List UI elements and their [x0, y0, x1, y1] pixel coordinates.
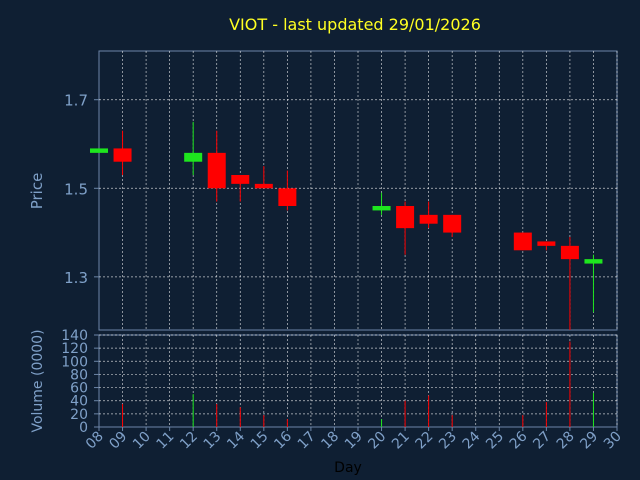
volume-tick-label: 80 — [70, 367, 88, 383]
price-axis-label: Price — [28, 173, 46, 210]
price-tick-label: 1.5 — [64, 180, 88, 198]
candle-body — [231, 175, 250, 184]
x-tick-labels: 08 09 10 11 12 13 14 15 16 17 18 19 20 21 22 23 24 25 26 27… — [83, 427, 625, 452]
candle-body — [113, 148, 132, 162]
candle-body — [184, 152, 203, 162]
candle-body — [254, 183, 273, 189]
candle-body — [560, 245, 579, 260]
candle-body — [396, 206, 415, 229]
candle-body — [372, 206, 391, 211]
volume-bars — [122, 341, 594, 427]
candle-body — [207, 152, 226, 189]
candle-body — [90, 148, 108, 153]
price-tick-label: 1.7 — [64, 92, 88, 110]
candle-body — [537, 241, 556, 246]
candle-body — [278, 188, 297, 206]
x-axis-label: Day — [334, 460, 362, 476]
candle-body — [419, 214, 438, 224]
volume-tick-label: 20 — [70, 407, 88, 423]
price-tick-label: 1.3 — [64, 269, 88, 287]
volume-tick-label: 120 — [61, 341, 88, 357]
volume-axis-label: Volume (0000) — [30, 329, 46, 432]
candle-body — [584, 259, 603, 264]
volume-tick-label: 140 — [61, 328, 88, 344]
candle-body — [513, 232, 532, 251]
volume-tick-label: 0 — [79, 420, 88, 436]
volume-tick-label: 100 — [61, 354, 88, 370]
candle-body — [443, 214, 462, 233]
candles — [90, 121, 603, 330]
volume-tick-label: 40 — [70, 394, 88, 410]
volume-tick-label: 60 — [70, 381, 88, 397]
chart-title: VIOT - last updated 29/01/2026 — [229, 15, 481, 34]
